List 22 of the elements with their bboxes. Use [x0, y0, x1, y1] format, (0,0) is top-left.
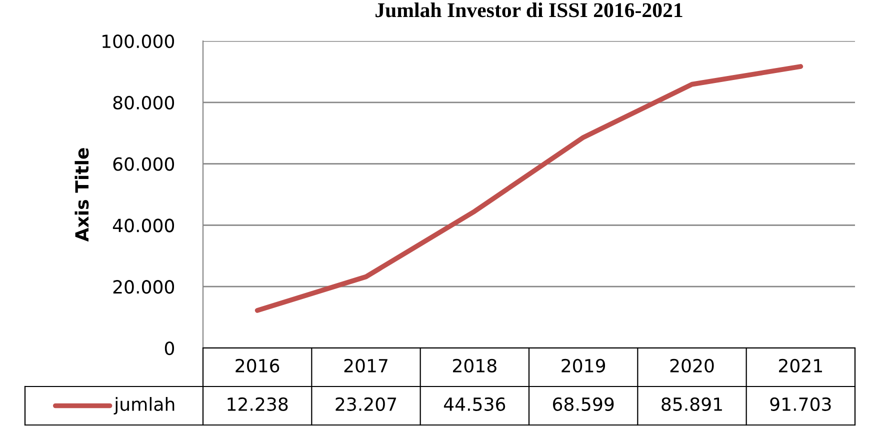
data-label: 85.891 — [662, 397, 722, 411]
x-tick-label: 2019 — [562, 358, 606, 372]
y-axis-title: Axis Title — [74, 148, 89, 242]
y-tick-label: 40.000 — [112, 218, 174, 232]
y-tick-label: 60.000 — [113, 157, 174, 171]
data-label: 23.207 — [336, 397, 396, 411]
x-tick-label: 2020 — [670, 358, 714, 372]
legend-label: jumlah — [114, 397, 174, 414]
y-tick-label: 20.000 — [113, 280, 174, 294]
chart-title: Jumlah Investor di ISSI 2016-2021 — [376, 2, 682, 18]
data-label: 91.703 — [770, 397, 831, 411]
x-tick-label: 2018 — [453, 358, 496, 372]
y-tick-label: 100.000 — [102, 34, 174, 48]
data-label: 44.536 — [444, 397, 506, 411]
data-label: 12.238 — [228, 397, 288, 411]
line-series — [254, 64, 804, 313]
x-tick-label: 2017 — [344, 358, 388, 372]
data-label: 68.599 — [553, 397, 614, 411]
y-tick-label: 0 — [164, 341, 174, 356]
x-tick-label: 2016 — [236, 358, 280, 372]
x-tick-label: 2021 — [779, 358, 822, 372]
y-tick-label: 80.000 — [113, 96, 174, 110]
